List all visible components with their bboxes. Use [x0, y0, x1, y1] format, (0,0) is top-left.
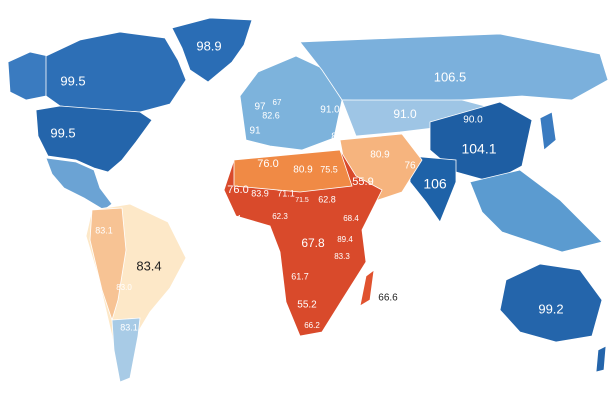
region-label: 80.9 — [370, 150, 390, 161]
europe — [239, 55, 343, 151]
region-label: 76 — [404, 161, 416, 172]
russia — [299, 33, 609, 103]
africa — [223, 149, 383, 337]
madagascar — [359, 269, 375, 307]
region-label: 67 — [273, 98, 282, 107]
south-america-south — [111, 317, 141, 383]
australia — [499, 263, 603, 343]
region-label: 83.4 — [136, 258, 161, 273]
region-label: 67.8 — [301, 236, 325, 250]
region-label: 99.5 — [50, 125, 75, 140]
region-label: 76.0 — [227, 184, 248, 196]
region-label: 83.9 — [251, 188, 269, 198]
region-label: 61.7 — [291, 271, 309, 281]
region-label: 55.2 — [297, 300, 317, 311]
region-label: 98.9 — [196, 38, 221, 53]
greenland — [171, 17, 253, 83]
region-label: 55.9 — [352, 176, 373, 188]
japan — [539, 111, 557, 151]
canada — [45, 31, 187, 113]
region-label: 91.0 — [393, 107, 417, 121]
region-label: 83.1 — [120, 322, 138, 332]
region-label: 66.6 — [378, 293, 398, 304]
region-label: 82.6 — [262, 110, 280, 120]
region-label: 99.2 — [538, 301, 563, 316]
south-america-west — [89, 207, 127, 322]
india — [409, 155, 457, 223]
region-label: 68.4 — [343, 214, 359, 223]
region-label: 89.4 — [337, 235, 353, 244]
region-label: 106.5 — [434, 69, 467, 84]
southeast-asia — [469, 169, 603, 253]
region-label: 73.4 — [225, 214, 241, 223]
central-america — [45, 157, 113, 211]
region-label: 104.1 — [461, 141, 496, 157]
region-label: 62.8 — [318, 194, 336, 204]
region-label: 82.6 — [331, 132, 351, 143]
usa — [35, 105, 153, 173]
region-label: 83.0 — [116, 283, 132, 292]
region-label: 97 — [254, 102, 266, 113]
region-label: 75.5 — [320, 164, 338, 174]
region-label: 90.0 — [463, 115, 483, 126]
region-label: 80.9 — [293, 165, 313, 176]
north-africa — [233, 149, 353, 193]
region-label: 83.1 — [95, 225, 113, 235]
region-label: 91 — [249, 126, 261, 137]
region-label: 106 — [423, 176, 447, 192]
new-zealand — [595, 345, 607, 373]
region-label: 62.3 — [272, 212, 288, 221]
region-label: 91.0 — [320, 105, 340, 116]
region-label: 83.3 — [334, 252, 350, 261]
region-label: 99.5 — [60, 73, 85, 88]
region-label: 71.5 — [295, 197, 309, 204]
alaska — [7, 51, 49, 101]
region-label: 71.1 — [277, 188, 295, 198]
land-shapes — [7, 17, 609, 383]
region-label: 76.0 — [257, 158, 278, 170]
region-label: 87 — [42, 175, 54, 187]
region-label: 66.2 — [304, 321, 320, 330]
